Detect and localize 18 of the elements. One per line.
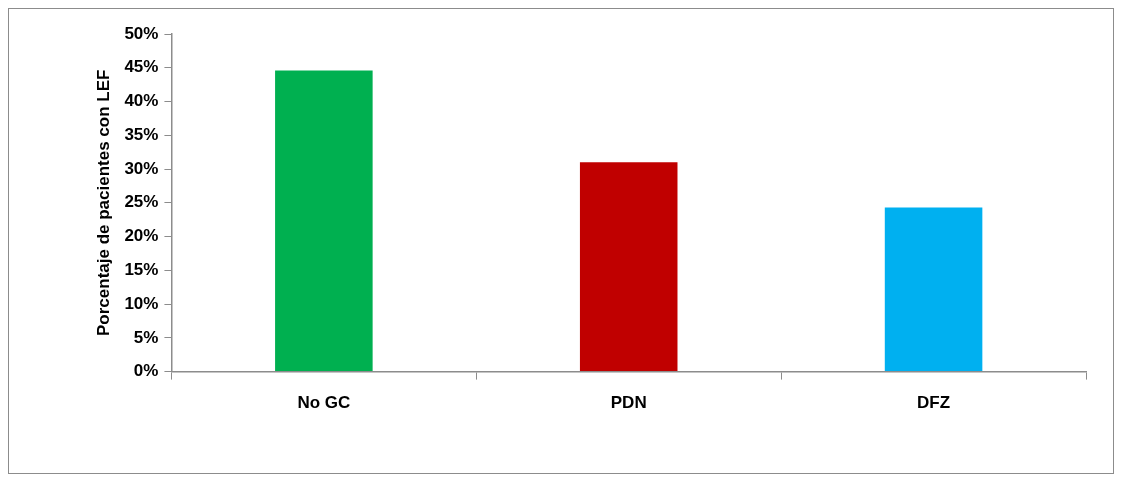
- bar: [275, 70, 373, 372]
- y-tick-label: 35%: [124, 124, 159, 144]
- x-tick-label: PDN: [610, 393, 647, 413]
- y-tick-label: 0%: [133, 361, 159, 381]
- y-tick-label: 45%: [124, 57, 159, 77]
- y-tick-label: 5%: [133, 327, 159, 347]
- y-axis-title: Porcentaje de pacientes con LEF: [93, 69, 113, 337]
- y-tick-label: 40%: [124, 91, 159, 111]
- y-tick-label: 25%: [124, 192, 159, 212]
- bar: [884, 207, 983, 372]
- y-tick-label: 30%: [124, 158, 159, 178]
- y-tick-label: 10%: [124, 293, 159, 313]
- bar: [579, 162, 678, 372]
- y-tick-label: 50%: [124, 23, 159, 43]
- y-tick-label: 15%: [124, 260, 159, 280]
- y-tick-label: 20%: [124, 226, 159, 246]
- x-tick-label: No GC: [297, 393, 351, 413]
- x-tick-label: DFZ: [917, 393, 951, 413]
